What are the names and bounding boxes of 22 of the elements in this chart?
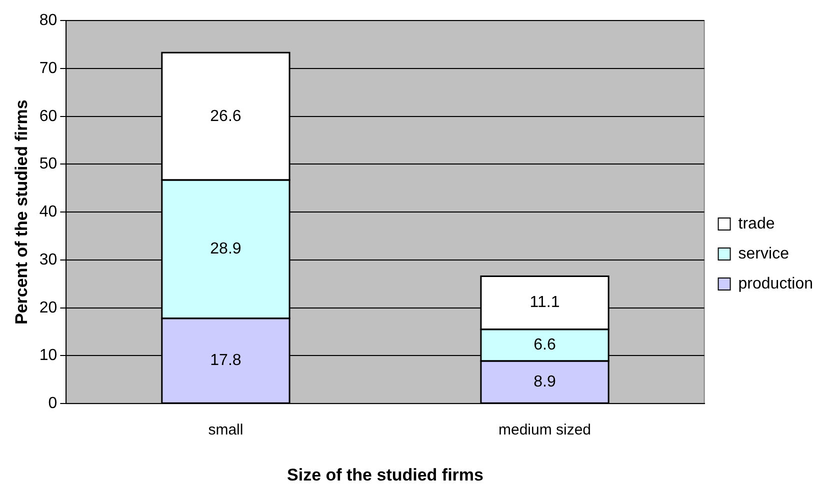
data-label: 11.1 xyxy=(530,294,560,312)
data-label: 17.8 xyxy=(210,352,242,370)
x-tick-label: small xyxy=(208,422,244,439)
x-tick-label: medium sized xyxy=(498,422,592,439)
data-label: 28.9 xyxy=(210,240,242,258)
y-tick-label: 20 xyxy=(39,299,58,316)
y-tick-label: 30 xyxy=(39,251,58,268)
data-label: 8.9 xyxy=(534,373,556,390)
y-tick-label: 80 xyxy=(39,12,58,30)
y-tick-label: 50 xyxy=(39,156,58,173)
data-label: 26.6 xyxy=(210,108,242,125)
y-tick-label: 60 xyxy=(39,108,58,125)
legend-label: trade xyxy=(738,215,775,232)
y-tick-label: 0 xyxy=(48,395,58,412)
y-tick-label: 10 xyxy=(39,347,58,364)
legend-label: service xyxy=(738,245,790,262)
y-tick-label: 40 xyxy=(39,204,58,221)
data-label: 6.6 xyxy=(534,336,556,354)
y-tick-label: 70 xyxy=(39,60,58,77)
legend-label: production xyxy=(738,275,813,292)
x-axis-title: Size of the studied firms xyxy=(286,465,484,484)
y-axis-title: Percent of the studied firms xyxy=(12,100,31,325)
